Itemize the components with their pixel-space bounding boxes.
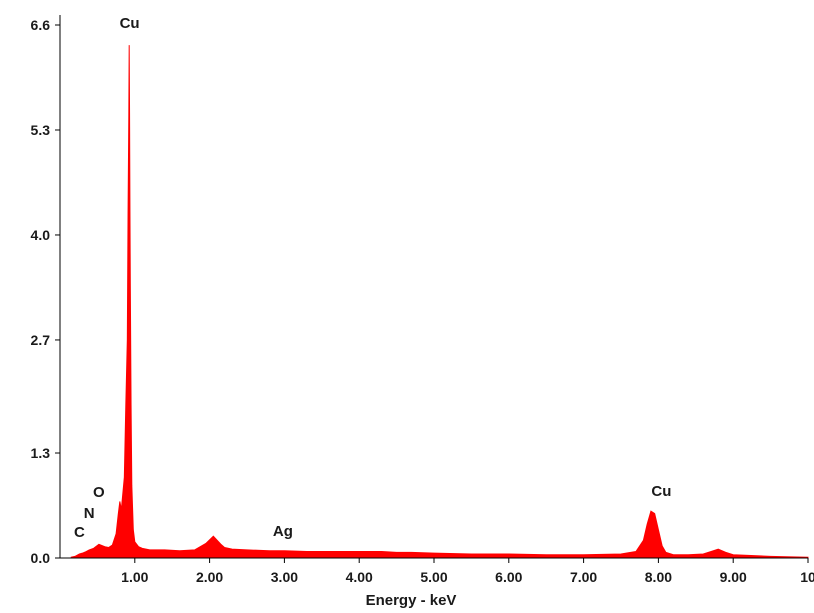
y-tick-label: 1.3 (31, 445, 51, 461)
y-tick-label: 5.3 (31, 122, 51, 138)
spectrum-series-0 (70, 45, 809, 559)
y-tick-label: 4.0 (31, 227, 51, 243)
y-tick-label: 2.7 (31, 332, 51, 348)
peak-label-cu: Cu (120, 15, 140, 32)
plot-area (70, 45, 809, 559)
x-axis-title: Energy - keV (366, 592, 457, 609)
x-tick-label: 3.00 (271, 569, 298, 585)
peak-label-c: C (74, 524, 85, 541)
x-tick-label: 9.00 (720, 569, 747, 585)
labels: CNO Cu Ag Cu (74, 15, 671, 541)
y-tick-label: 6.6 (31, 17, 51, 33)
peak-label-n: N (84, 505, 95, 522)
peak-label-cu: Cu (651, 483, 671, 500)
x-tick-label: 8.00 (645, 569, 672, 585)
peak-label-o: O (93, 484, 105, 501)
axes: 0.0 1.3 2.7 4.0 5.3 6.6 1.00 2.00 3.00 4.00 5.00 6.… (31, 15, 814, 609)
x-tick-label: 4.00 (346, 569, 373, 585)
peak-label-ag: Ag (273, 523, 293, 540)
y-tick-label: 0.0 (31, 550, 51, 566)
x-tick-label: 10 (800, 569, 814, 585)
x-tick-label: 7.00 (570, 569, 597, 585)
x-tick-label: 5.00 (420, 569, 447, 585)
x-tick-label: 6.00 (495, 569, 522, 585)
x-tick-label: 2.00 (196, 569, 223, 585)
x-tick-label: 1.00 (121, 569, 148, 585)
